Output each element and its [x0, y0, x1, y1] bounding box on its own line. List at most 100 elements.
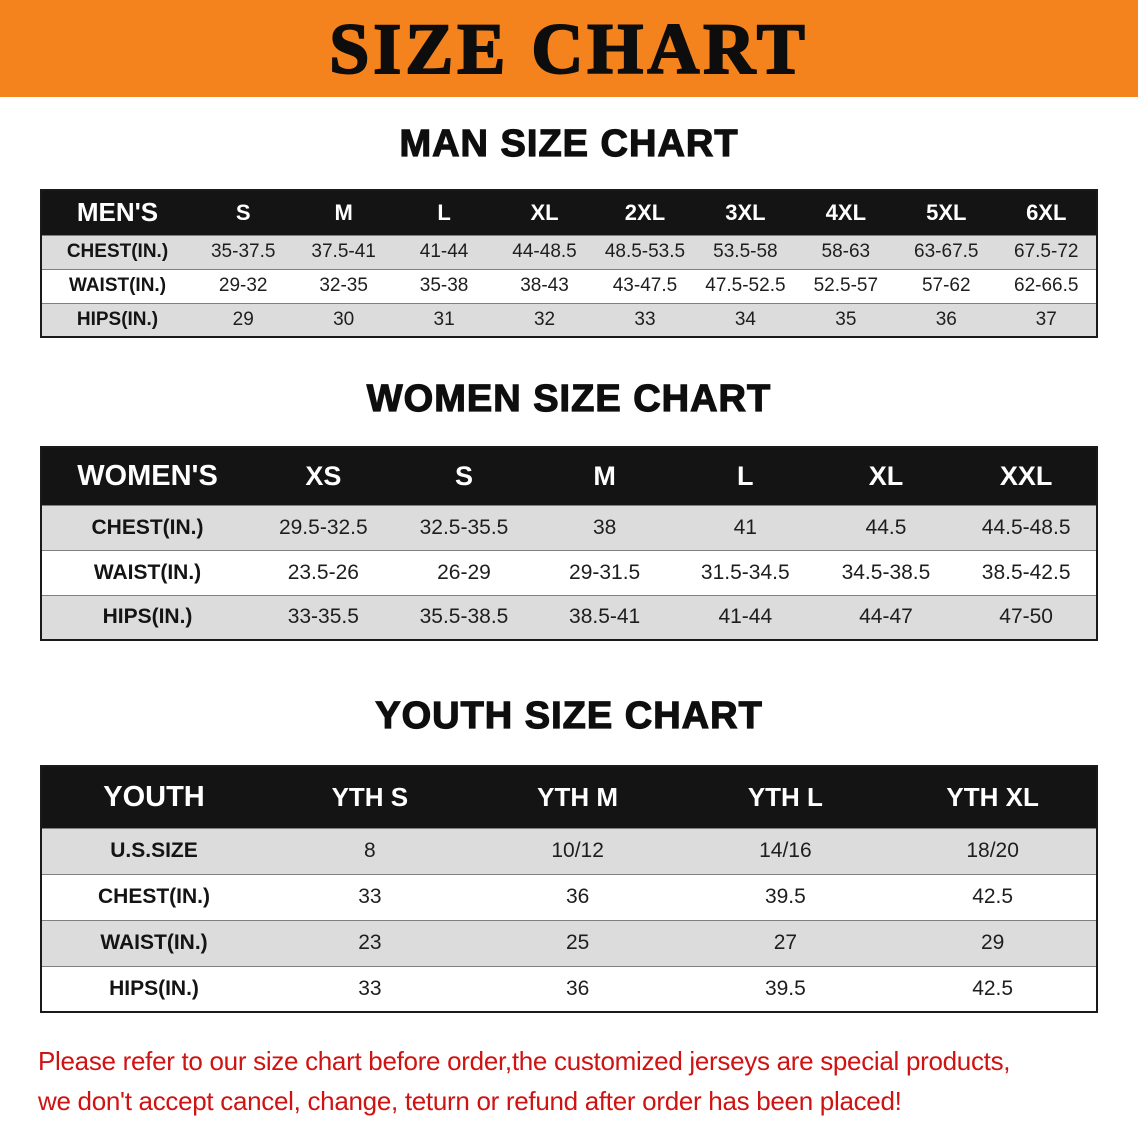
size-column-header: YTH L [747, 781, 823, 812]
size-column-header: XS [305, 460, 342, 491]
measurement-value: 57-62 [921, 275, 971, 296]
measurement-value: 38.5-41 [569, 605, 641, 629]
measurement-value: 41 [733, 515, 757, 539]
measurement-label: WAIST(IN.) [100, 931, 208, 954]
measurement-value: 38.5-42.5 [981, 560, 1071, 584]
women-size-section: WOMEN SIZE CHART WOMEN'S XS S M L XL XXL CHEST(… [0, 378, 1138, 641]
size-column-header: YTH M [537, 781, 619, 812]
size-column-header: M [334, 199, 353, 225]
measurement-value: 18/20 [966, 839, 1019, 862]
measurement-value: 23 [358, 931, 382, 954]
measurement-label: CHEST(IN.) [66, 241, 169, 262]
measurement-value: 39.5 [764, 885, 806, 908]
size-column-header: 4XL [825, 199, 867, 225]
youth-size-table: YOUTH YTH S YTH M YTH L YTH XL U.S.SIZE 8 10/12… [40, 765, 1098, 1013]
men-chart-heading: MAN SIZE CHART [399, 123, 739, 165]
measurement-value: 33 [634, 308, 656, 330]
measurement-value: 29.5-32.5 [278, 515, 368, 539]
size-column-header: L [437, 199, 451, 225]
men-size-section: MAN SIZE CHART MEN'S S M L XL 2XL 3XL 4XL 5XL 6XL… [0, 123, 1138, 338]
measurement-value: 36 [565, 885, 590, 908]
measurement-row: WAIST(IN.) 29-32 32-35 35-38 38-43 43-47.5 47.… [41, 269, 1097, 303]
measurement-row: HIPS(IN.) 29 30 31 32 33 34 35 36 37 [41, 303, 1097, 337]
measurement-value: 10/12 [551, 839, 604, 862]
measurement-value: 37 [1035, 308, 1057, 330]
measurement-value: 47-50 [999, 605, 1053, 629]
size-column-header: 5XL [926, 199, 967, 225]
measurement-label: CHEST(IN.) [98, 885, 210, 908]
measurement-row: CHEST(IN.) 29.5-32.5 32.5-35.5 38 41 44.5 44.5… [41, 505, 1097, 550]
size-column-header: L [737, 460, 754, 491]
measurement-label: HIPS(IN.) [102, 605, 193, 629]
measurement-row: HIPS(IN.) 33-35.5 35.5-38.5 38.5-41 41-44 44-… [41, 595, 1097, 640]
measurement-value: 33-35.5 [287, 605, 359, 629]
measurement-value: 44-47 [859, 605, 913, 629]
measurement-label: WAIST(IN.) [68, 275, 167, 296]
measurement-value: 29-31.5 [569, 560, 641, 584]
size-header-row: YOUTH YTH S YTH M YTH L YTH XL [41, 766, 1097, 828]
size-column-header: YTH S [331, 781, 409, 812]
youth-chart-heading: YOUTH SIZE CHART [375, 695, 763, 737]
measurement-row: WAIST(IN.) 23.5-26 26-29 29-31.5 31.5-34.5 34… [41, 550, 1097, 595]
measurement-value: 27 [773, 931, 798, 954]
measurement-row: CHEST(IN.) 33 36 39.5 42.5 [41, 874, 1097, 920]
measurement-label: WAIST(IN.) [93, 560, 202, 584]
size-column-header: XL [530, 199, 559, 225]
table-title-cell: MEN'S [76, 197, 159, 228]
measurement-value: 29 [980, 931, 1005, 954]
measurement-value: 41-44 [718, 605, 773, 629]
size-column-header: 2XL [624, 199, 666, 225]
women-chart-heading: WOMEN SIZE CHART [366, 378, 772, 420]
measurement-value: 36 [935, 308, 957, 330]
measurement-value: 30 [333, 308, 355, 330]
measurement-label: HIPS(IN.) [76, 308, 159, 330]
size-column-header: 6XL [1026, 199, 1067, 225]
measurement-value: 42.5 [972, 976, 1014, 1000]
measurement-value: 47.5-52.5 [705, 275, 786, 296]
measurement-value: 32 [533, 308, 556, 330]
measurement-value: 38-43 [520, 275, 569, 296]
measurement-value: 25 [565, 931, 590, 954]
measurement-value: 8 [364, 839, 376, 862]
measurement-value: 44.5-48.5 [981, 515, 1071, 539]
measurement-value: 37.5-41 [311, 241, 376, 262]
measurement-value: 35 [835, 308, 857, 330]
measurement-value: 48.5-53.5 [604, 241, 686, 262]
measurement-value: 29 [232, 308, 254, 330]
size-column-header: S [454, 460, 473, 491]
measurement-label: CHEST(IN.) [91, 515, 204, 539]
measurement-value: 35-38 [419, 275, 469, 296]
disclaimer-line-1: Please refer to our size chart before or… [38, 1046, 1011, 1076]
size-column-header: S [235, 199, 251, 225]
size-column-header: XXL [999, 460, 1053, 491]
measurement-value: 33 [358, 885, 382, 908]
measurement-value: 35.5-38.5 [419, 605, 509, 629]
size-header-row: WOMEN'S XS S M L XL XXL [41, 447, 1097, 505]
measurement-value: 38 [592, 515, 617, 539]
banner: SIZE CHART [0, 0, 1138, 97]
table-title-cell: YOUTH [103, 780, 205, 813]
measurement-value: 67.5-72 [1014, 241, 1079, 262]
measurement-value: 14/16 [759, 839, 812, 862]
measurement-value: 32-35 [319, 275, 368, 296]
measurement-value: 39.5 [764, 976, 806, 1000]
measurement-value: 63-67.5 [914, 241, 979, 262]
disclaimer-line-2: we don't accept cancel, change, teturn o… [38, 1086, 902, 1117]
measurement-value: 35-37.5 [210, 241, 276, 262]
measurement-row: U.S.SIZE 8 10/12 14/16 18/20 [41, 828, 1097, 874]
measurement-row: HIPS(IN.) 33 36 39.5 42.5 [41, 966, 1097, 1012]
measurement-value: 44.5 [865, 515, 907, 539]
measurement-value: 41-44 [419, 241, 469, 262]
size-header-row: MEN'S S M L XL 2XL 3XL 4XL 5XL 6XL [41, 190, 1097, 235]
measurement-value: 23.5-26 [287, 560, 359, 584]
size-column-header: M [593, 460, 616, 491]
measurement-value: 26-29 [437, 560, 491, 584]
measurement-value: 62-66.5 [1014, 275, 1079, 296]
measurement-value: 36 [565, 976, 590, 1000]
measurement-label: HIPS(IN.) [109, 976, 199, 1000]
measurement-value: 33 [358, 976, 382, 1000]
measurement-label: U.S.SIZE [110, 839, 198, 862]
measurement-value: 44-48.5 [512, 241, 577, 262]
measurement-value: 31 [433, 308, 455, 330]
